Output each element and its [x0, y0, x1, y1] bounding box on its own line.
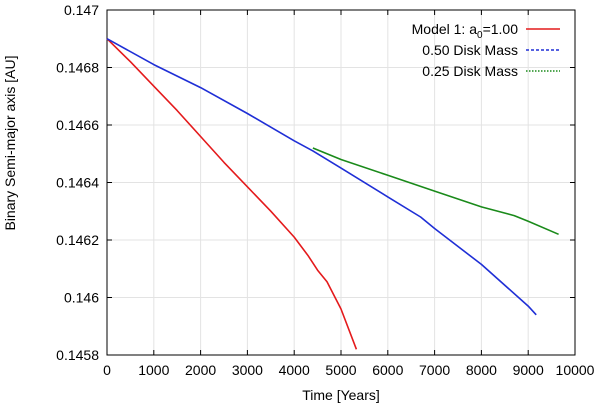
y-tick-label: 0.1468	[56, 60, 99, 76]
x-tick-label: 8000	[466, 362, 497, 378]
series-line-3	[312, 147, 559, 236]
y-tick-label: 0.1462	[56, 232, 99, 248]
y-axis-title: Binary Semi-major axis [AU]	[2, 55, 18, 230]
x-tick-label: 7000	[419, 362, 450, 378]
y-tick-label: 0.1458	[56, 347, 99, 363]
x-tick-label: 6000	[372, 362, 403, 378]
x-tick-label: 3000	[232, 362, 263, 378]
axis-ticks: 0 1000 2000 3000 4000 5000 6000 7000 8000 9000 100…	[56, 2, 595, 378]
grid	[106, 9, 576, 356]
series-line-2	[106, 38, 537, 316]
x-tick-label: 2000	[185, 362, 216, 378]
legend-label-2: 0.50 Disk Mass	[422, 42, 518, 58]
x-tick-label: 1000	[138, 362, 169, 378]
y-tick-label: 0.1466	[56, 117, 99, 133]
x-axis-title: Time [Years]	[302, 387, 380, 403]
x-tick-label: 4000	[279, 362, 310, 378]
legend: Model 1: a0=1.000.50 Disk Mass 0.25 Disk …	[412, 21, 560, 79]
y-tick-label: 0.1464	[56, 175, 99, 191]
x-tick-label: 0	[103, 362, 111, 378]
series-lines	[106, 38, 559, 350]
y-tick-label: 0.147	[64, 2, 99, 18]
series-line-1	[106, 38, 358, 350]
legend-label-3: 0.25 Disk Mass	[422, 63, 518, 79]
x-tick-label: 9000	[513, 362, 544, 378]
y-tick-label: 0.146	[64, 290, 99, 306]
x-tick-label: 10000	[556, 362, 595, 378]
x-tick-label: 5000	[325, 362, 356, 378]
legend-label-1: Model 1: a0=1.00	[412, 21, 519, 41]
